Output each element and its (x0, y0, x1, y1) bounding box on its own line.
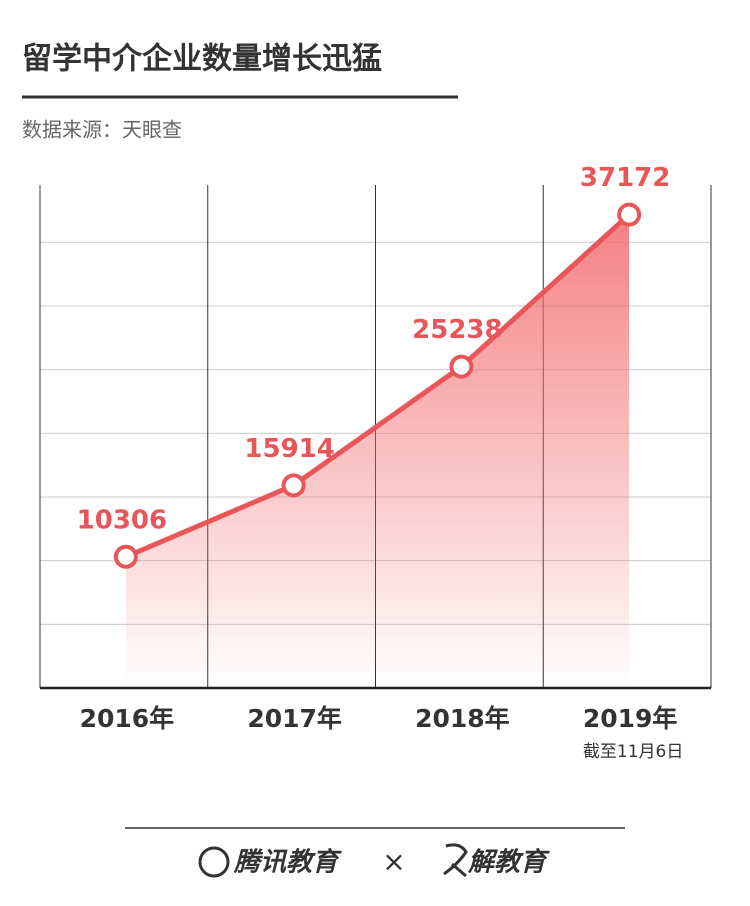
data-label: 15914 (244, 434, 334, 464)
x-tick-label: 2019年 (583, 704, 678, 733)
line (124, 212, 631, 560)
data-label: 37172 (580, 163, 670, 193)
data-label: 25238 (412, 315, 502, 345)
x-tick-label: 2018年 (415, 704, 510, 733)
data-label: 10306 (77, 505, 167, 535)
point (449, 354, 474, 379)
separator: × (382, 845, 405, 878)
brand-right: 解教育 (467, 848, 550, 878)
area (125, 214, 630, 688)
chart-title: 留学中介企业数量增长迅猛 (22, 42, 382, 77)
brand-left: 腾讯教育 (233, 848, 342, 878)
brand-icon (198, 846, 230, 878)
point (617, 202, 642, 227)
brand-icon-right (443, 843, 468, 878)
point (281, 473, 306, 498)
x-tick-label: 2016年 (80, 704, 175, 733)
source: 数据来源：天眼查 (22, 118, 182, 142)
x-tick-label: 2017年 (247, 704, 342, 733)
note: 截至11月6日 (583, 742, 683, 762)
point (113, 544, 138, 569)
